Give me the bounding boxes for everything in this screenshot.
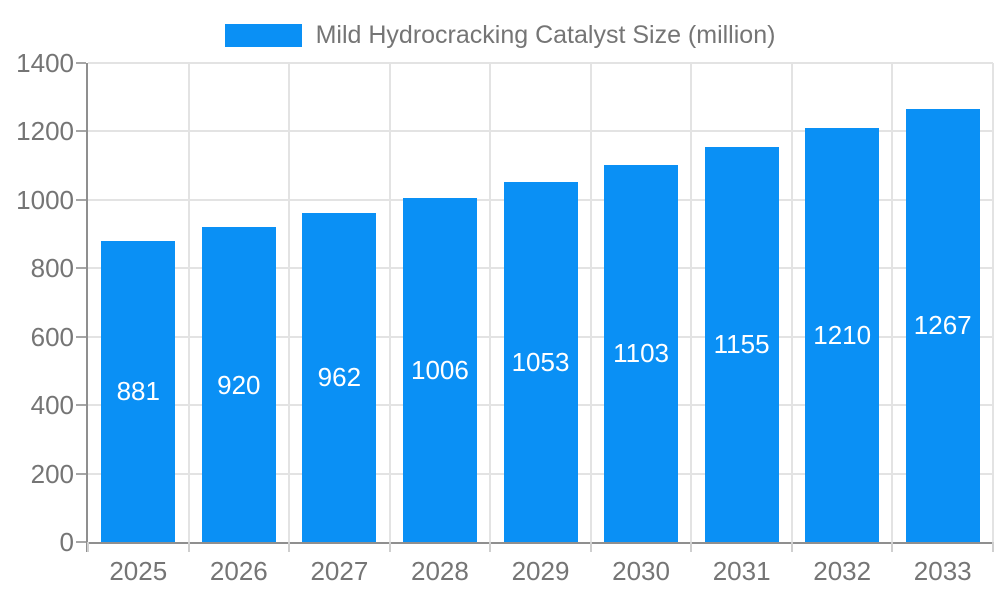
y-axis-tick-label: 600 [30,321,74,352]
v-gridline [388,63,391,542]
x-axis-tick-label: 2028 [411,556,469,586]
y-axis-tick [76,472,86,475]
y-axis-tick [76,130,86,133]
y-axis-tick [76,541,86,543]
y-axis-tick [76,198,86,201]
h-gridline [88,62,993,64]
bar-2032[interactable]: 1210 [805,128,880,542]
plot-area: 0 200 400 600 800 1000 1200 1400 881 2025 920 2026 9… [16,50,994,584]
y-axis-tick-label: 1200 [16,116,74,147]
x-axis-tick [87,542,89,552]
h-gridline [88,130,993,133]
bar-value-label: 1006 [411,354,469,385]
x-axis-tick [589,542,592,552]
v-gridline [690,63,693,542]
x-axis-tick [489,542,492,552]
x-axis-tick [288,542,291,552]
legend-label: Mild Hydrocracking Catalyst Size (millio… [315,21,776,49]
bar-value-label: 1103 [613,338,670,369]
v-gridline [288,63,291,542]
x-axis-tick-label: 2029 [511,556,570,586]
y-axis-line [86,63,88,552]
bar-2026[interactable]: 920 [201,227,276,542]
legend[interactable]: Mild Hydrocracking Catalyst Size (millio… [0,21,1000,50]
x-axis-tick-label: 2033 [913,556,972,586]
v-gridline [187,63,190,542]
x-axis-tick [992,542,994,552]
y-axis-tick [76,404,86,407]
y-axis-tick-label: 1000 [16,184,74,215]
bar-2025[interactable]: 881 [101,240,176,542]
bar-value-label: 1053 [511,346,570,377]
y-axis-tick-label: 1400 [16,48,74,78]
x-axis-tick-label: 2031 [712,556,771,586]
bar-value-label: 881 [116,376,160,407]
bar-2027[interactable]: 962 [302,212,377,542]
bar-value-label: 920 [217,369,261,400]
x-axis-tick-label: 2030 [612,556,670,586]
v-gridline [992,63,994,542]
y-axis-tick-label: 800 [30,253,74,284]
x-axis-tick [187,542,190,552]
x-axis-tick-label: 2025 [109,556,168,586]
y-axis-tick-label: 400 [30,390,74,421]
bar-value-label: 1210 [813,320,872,350]
v-gridline [589,63,592,542]
x-axis-tick-label: 2026 [209,556,268,586]
bar-2029[interactable]: 1053 [503,181,578,542]
v-gridline [891,63,894,542]
bar-2030[interactable]: 1103 [604,164,679,542]
y-axis-tick-label: 0 [59,527,74,557]
v-gridline [790,63,793,542]
x-axis-tick [891,542,894,552]
x-axis-tick [690,542,693,552]
v-gridline [489,63,492,542]
bar-value-label: 1155 [713,329,770,360]
x-axis-tick-label: 2027 [310,556,369,586]
bar-2033[interactable]: 1267 [905,108,980,542]
bar-2031[interactable]: 1155 [704,146,779,542]
x-axis-tick [790,542,793,552]
x-axis-tick-label: 2032 [813,556,872,586]
y-axis-tick [76,267,86,270]
x-axis-tick [388,542,391,552]
bar-value-label: 1267 [913,310,972,341]
y-axis-tick-label: 200 [30,458,74,489]
legend-swatch [224,24,302,48]
y-axis-tick [76,335,86,338]
bar-value-label: 962 [317,362,362,393]
x-axis-line [86,542,993,544]
y-axis-tick [76,62,86,64]
bar-2028[interactable]: 1006 [402,197,477,542]
